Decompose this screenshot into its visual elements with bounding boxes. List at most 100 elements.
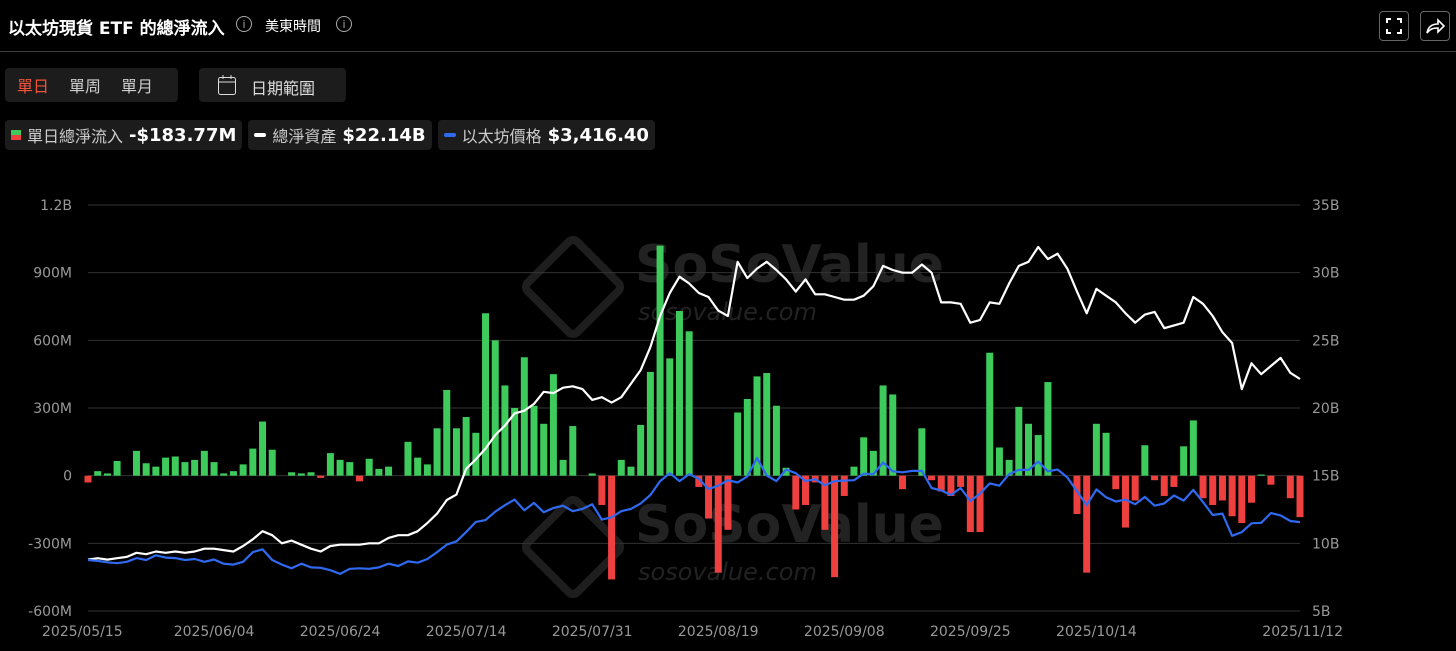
bar xyxy=(714,475,722,573)
bar xyxy=(365,458,373,476)
x-tick-label: 2025/08/19 xyxy=(678,624,759,640)
bar xyxy=(1044,382,1052,476)
x-tick-label: 2025/05/15 xyxy=(42,624,123,640)
legend-item[interactable]: 總淨資產 $22.14B xyxy=(248,120,432,150)
legend-swatch xyxy=(254,133,267,137)
timezone: 美東時間 xyxy=(265,19,321,35)
x-tick-label: 2025/06/24 xyxy=(300,624,381,640)
bar xyxy=(1257,474,1265,476)
info-icon[interactable]: i xyxy=(336,16,352,32)
bar xyxy=(220,473,228,476)
bar xyxy=(1209,475,1217,505)
bar xyxy=(1083,475,1091,573)
y-tick-label: 600M xyxy=(33,333,72,349)
bar xyxy=(1034,435,1042,476)
bar xyxy=(132,450,140,476)
bar xyxy=(1015,406,1023,476)
watermark-url: sosovalue.com xyxy=(638,558,817,586)
bar xyxy=(162,457,170,476)
bar xyxy=(229,471,237,476)
bar xyxy=(743,398,751,476)
bar xyxy=(200,450,208,476)
y-tick-label: -600M xyxy=(28,604,72,620)
bar xyxy=(540,423,548,476)
bar xyxy=(995,447,1003,476)
bar xyxy=(433,428,441,476)
bar xyxy=(1025,423,1033,476)
bar xyxy=(355,475,363,482)
bar xyxy=(675,311,683,476)
y-tick-label: 300M xyxy=(33,401,72,417)
x-tick-label: 2025/09/08 xyxy=(804,624,885,640)
line xyxy=(87,456,1301,575)
y2-tick-label: 35B xyxy=(1312,198,1339,214)
date-range-button[interactable]: 日期範圍 xyxy=(199,68,346,102)
x-tick-label: 2025/07/14 xyxy=(426,624,507,640)
header: 以太坊現貨 ETF 的總淨流入 i 美東時間 i xyxy=(0,0,1456,52)
bar xyxy=(142,463,150,476)
bar xyxy=(724,475,732,530)
bar xyxy=(171,456,179,476)
bar xyxy=(646,371,654,476)
x-tick-label: 2025/10/14 xyxy=(1056,624,1137,640)
bar xyxy=(152,466,160,476)
bar xyxy=(637,424,645,476)
legend-item[interactable]: 單日總淨流入 -$183.77M xyxy=(5,120,243,150)
info-icon[interactable]: i xyxy=(236,16,252,32)
tab[interactable]: 單周 xyxy=(69,77,102,96)
fullscreen-button[interactable] xyxy=(1379,11,1409,41)
watermark-brand: SoSoValue xyxy=(635,495,944,555)
bar xyxy=(850,466,858,476)
bar xyxy=(482,313,490,476)
bar xyxy=(549,374,557,476)
tab[interactable]: 單日 xyxy=(17,77,50,96)
share-icon xyxy=(1426,18,1446,34)
watermark-logo xyxy=(521,495,625,599)
bar xyxy=(588,473,596,476)
bar xyxy=(1102,432,1110,476)
bar xyxy=(1160,475,1168,496)
bar xyxy=(520,357,528,476)
fullscreen-icon xyxy=(1386,18,1402,34)
bar xyxy=(705,475,713,519)
bar xyxy=(103,473,111,476)
bar xyxy=(1170,475,1178,487)
bar xyxy=(443,389,451,476)
x-tick-label: 2025/09/25 xyxy=(930,624,1011,640)
bar xyxy=(404,441,412,476)
bar xyxy=(879,385,887,476)
legend-value: $3,416.40 xyxy=(547,124,649,146)
share-button[interactable] xyxy=(1420,11,1450,41)
bar xyxy=(530,405,538,476)
legend-item[interactable]: 以太坊價格 $3,416.40 xyxy=(437,120,655,150)
bar xyxy=(772,405,780,476)
y-tick-label: -300M xyxy=(28,536,72,552)
bar xyxy=(986,352,994,476)
bar xyxy=(113,461,121,476)
bar xyxy=(918,428,926,476)
bar xyxy=(210,462,218,476)
bar xyxy=(1151,475,1159,481)
calendar-icon xyxy=(218,75,236,95)
x-tick-label: 2025/11/12 xyxy=(1262,624,1343,640)
bar xyxy=(239,464,247,476)
bar xyxy=(1248,475,1256,503)
watermark-logo xyxy=(521,235,625,339)
tab[interactable]: 單月 xyxy=(121,77,154,96)
legend: 單日總淨流入 -$183.77M 總淨資產 $22.14B 以太坊價格 $3,416.40 xyxy=(5,120,655,150)
bar xyxy=(472,432,480,476)
y2-tick-label: 25B xyxy=(1312,333,1339,349)
watermark: SoSoValue sosovalue.com xyxy=(521,495,944,599)
bar xyxy=(598,475,606,505)
x-tick-label: 2025/07/31 xyxy=(552,624,633,640)
bar xyxy=(181,462,189,476)
bar xyxy=(685,331,693,476)
bar xyxy=(695,475,703,487)
bar xyxy=(1267,475,1275,485)
bar xyxy=(966,475,974,533)
bar xyxy=(511,408,519,476)
bar xyxy=(1218,475,1226,501)
bar xyxy=(268,449,276,476)
y2-tick-label: 5B xyxy=(1312,604,1331,620)
